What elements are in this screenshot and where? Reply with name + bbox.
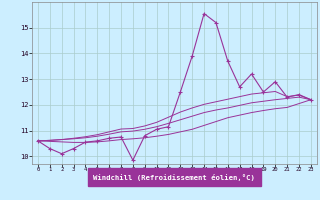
X-axis label: Windchill (Refroidissement éolien,°C): Windchill (Refroidissement éolien,°C) [93,174,255,181]
